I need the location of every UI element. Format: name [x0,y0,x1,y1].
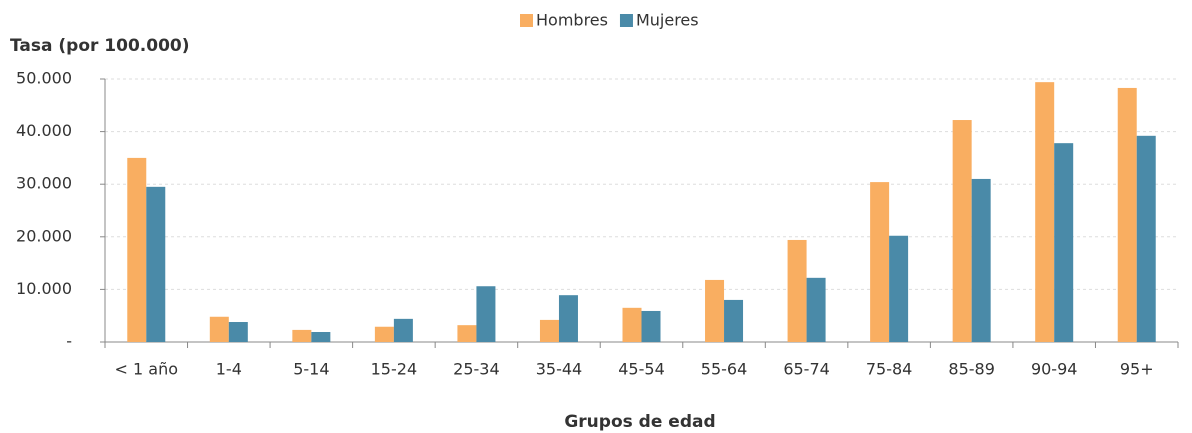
bar [952,120,972,342]
bar [870,182,890,342]
x-tick-label: 45-54 [618,360,665,379]
x-tick-label: 25-34 [453,360,500,379]
bar [1054,143,1074,342]
bar [127,157,147,342]
bar [806,277,826,342]
bar [146,186,166,342]
legend-label: Mujeres [636,11,699,30]
bar [209,316,229,342]
x-tick-label: 85-89 [948,360,995,379]
x-tick-label: 65-74 [783,360,830,379]
bar [622,307,642,342]
bar [292,329,312,342]
bar [971,178,991,342]
bar [641,310,661,342]
x-tick-label: 15-24 [371,360,418,379]
bar [228,322,248,342]
y-axis-label: Tasa (por 100.000) [10,36,190,56]
y-tick-label: 20.000 [16,226,72,245]
bar [1117,87,1137,342]
bar [558,295,578,342]
bar [724,299,744,342]
legend-swatch [619,14,633,27]
x-tick-label: 95+ [1120,360,1154,379]
y-tick-label: - [66,332,72,351]
bar [889,235,909,342]
x-tick-label: < 1 año [115,360,179,379]
x-tick-label: 90-94 [1031,360,1078,379]
bar [393,318,413,342]
x-tick-label: 55-64 [701,360,748,379]
y-tick-label: 30.000 [16,174,72,193]
x-tick-label: 1-4 [216,360,242,379]
bar [374,326,394,342]
y-tick-label: 10.000 [16,279,72,298]
x-tick-label: 35-44 [536,360,583,379]
bar [1035,82,1055,342]
bar [539,319,559,342]
x-tick-label: 75-84 [866,360,913,379]
bar [457,325,477,342]
y-tick-label: 50.000 [16,69,72,88]
y-tick-label: 40.000 [16,121,72,140]
bar [1136,135,1156,342]
x-tick-label: 5-14 [293,360,329,379]
legend-label: Hombres [536,11,608,30]
bar [476,286,496,342]
bar [787,239,807,342]
bar [705,279,725,342]
bar [311,332,331,342]
x-axis-label: Grupos de edad [564,412,715,432]
legend-swatch [520,14,533,27]
